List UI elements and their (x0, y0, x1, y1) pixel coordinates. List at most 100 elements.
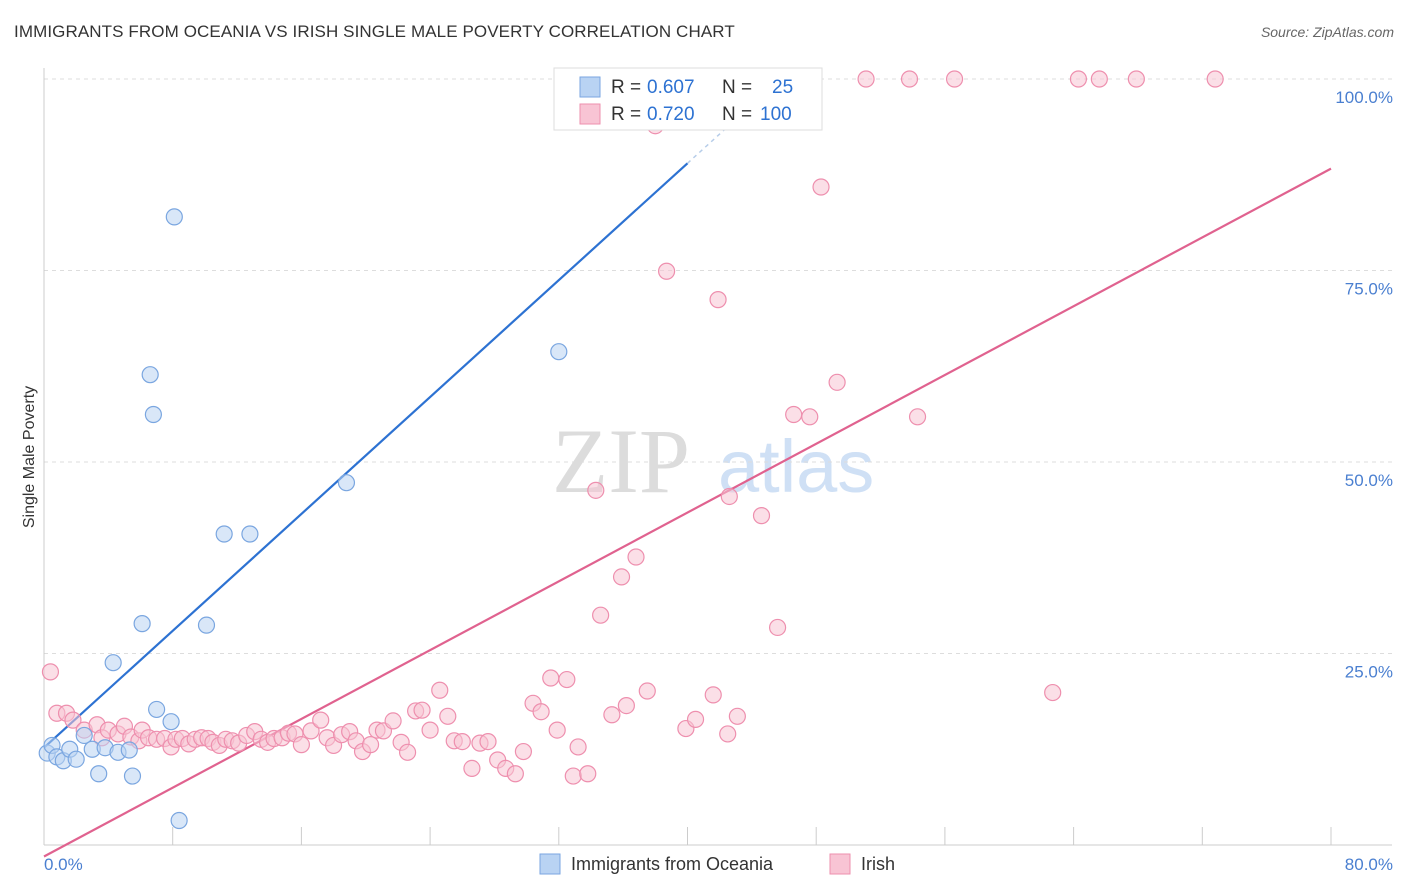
data-point-blue (170, 811, 188, 830)
y-tick-label: 25.0% (1345, 663, 1393, 682)
axes (43, 68, 1392, 846)
stats-n-value-blue: 25 (772, 77, 793, 98)
data-point-pink (421, 721, 439, 739)
source-label: Source: ZipAtlas.com (1260, 24, 1394, 40)
data-point-pink (292, 736, 310, 754)
data-point-pink (603, 706, 621, 724)
data-point-pink (587, 481, 605, 499)
data-point-pink (627, 548, 645, 566)
stats-n-label-blue: N = (722, 77, 752, 98)
data-point-pink (431, 681, 449, 699)
legend-swatch-blue (539, 853, 561, 875)
y-tick-label: 50.0% (1345, 471, 1393, 490)
data-point-pink (768, 618, 787, 637)
data-point-pink (1044, 683, 1062, 702)
data-point-blue (162, 713, 180, 731)
data-point-pink (41, 663, 60, 681)
data-point-pink (785, 405, 803, 424)
data-points (38, 70, 1224, 830)
data-point-blue (337, 474, 356, 492)
data-point-pink (413, 701, 431, 719)
data-point-pink (558, 670, 576, 689)
data-point-blue (133, 615, 151, 633)
data-point-pink (857, 70, 875, 88)
data-point-pink (398, 743, 417, 761)
data-point-blue (75, 726, 93, 745)
data-point-pink (569, 738, 587, 756)
data-point-blue (144, 405, 162, 424)
y-tick-label: 100.0% (1335, 88, 1393, 107)
data-point-pink (612, 568, 631, 586)
data-point-pink (1090, 70, 1108, 88)
x-tick-label: 80.0% (1345, 855, 1393, 874)
data-point-pink (506, 765, 524, 783)
data-point-pink (728, 707, 746, 725)
data-point-blue (550, 343, 568, 361)
gridlines (44, 78, 1392, 654)
data-point-pink (361, 736, 380, 754)
stats-r-label-blue: R = (611, 77, 641, 98)
data-point-blue (165, 208, 183, 226)
data-point-blue (215, 525, 233, 543)
data-point-pink (801, 408, 819, 426)
data-point-pink (302, 722, 320, 740)
data-point-blue (197, 616, 216, 634)
data-point-pink (812, 178, 830, 196)
data-point-pink (579, 765, 597, 783)
trend-line-pink (43, 167, 1332, 858)
data-point-blue (241, 525, 259, 543)
data-point-pink (828, 373, 846, 391)
data-point-pink (564, 767, 582, 785)
stats-r-label-pink: R = (611, 104, 641, 125)
data-point-pink (720, 487, 738, 506)
data-point-pink (1206, 70, 1224, 88)
data-point-pink (64, 711, 82, 729)
data-point-pink (908, 408, 927, 426)
data-point-pink (463, 759, 481, 778)
data-point-pink (945, 70, 964, 88)
data-point-blue (141, 366, 159, 384)
data-point-pink (686, 710, 705, 728)
data-point-pink (752, 507, 771, 525)
data-point-blue (90, 765, 108, 783)
data-point-pink (453, 732, 471, 751)
data-point-pink (638, 682, 656, 700)
data-point-pink (900, 70, 919, 88)
trend-line-blue (43, 162, 689, 749)
data-point-pink (704, 686, 722, 704)
stats-swatch-pink (579, 103, 601, 125)
legend-label-pink: Irish (861, 854, 895, 874)
y-tick-label: 75.0% (1345, 280, 1393, 299)
x-tick-label: 0.0% (44, 855, 83, 874)
stats-n-value-pink: 100 (760, 104, 792, 125)
data-point-pink (384, 712, 402, 730)
stats-r-value-pink: 0.720 (647, 104, 695, 125)
data-point-pink (1127, 70, 1145, 88)
stats-legend: R = 0.607 N = 25 R = 0.720 N = 100 (553, 67, 823, 131)
stats-r-value-blue: 0.607 (647, 77, 695, 98)
data-point-pink (479, 732, 497, 751)
watermark-zip: ZIP (552, 410, 690, 512)
data-point-blue (120, 741, 138, 759)
data-point-blue (148, 700, 166, 719)
legend-swatch-pink (829, 853, 851, 875)
y-axis-label: Single Male Poverty (21, 386, 38, 528)
data-point-pink (548, 721, 566, 739)
tick-labels: 25.0% 50.0% 75.0% 100.0% 0.0% 80.0% (44, 88, 1393, 874)
data-point-pink (617, 696, 635, 715)
stats-n-label-pink: N = (722, 104, 752, 125)
data-point-pink (514, 742, 533, 761)
chart-title: IMMIGRANTS FROM OCEANIA VS IRISH SINGLE … (14, 22, 735, 41)
data-point-pink (542, 669, 560, 687)
data-point-blue (104, 654, 122, 672)
data-point-pink (1069, 70, 1088, 88)
legend-label-blue: Immigrants from Oceania (571, 854, 774, 874)
stats-swatch-blue (579, 76, 601, 98)
data-point-blue (123, 767, 142, 785)
data-point-pink (312, 711, 330, 729)
bottom-legend: Immigrants from Oceania Irish (539, 853, 895, 875)
data-point-pink (532, 703, 550, 721)
data-point-pink (719, 725, 737, 743)
data-point-pink (709, 291, 727, 309)
